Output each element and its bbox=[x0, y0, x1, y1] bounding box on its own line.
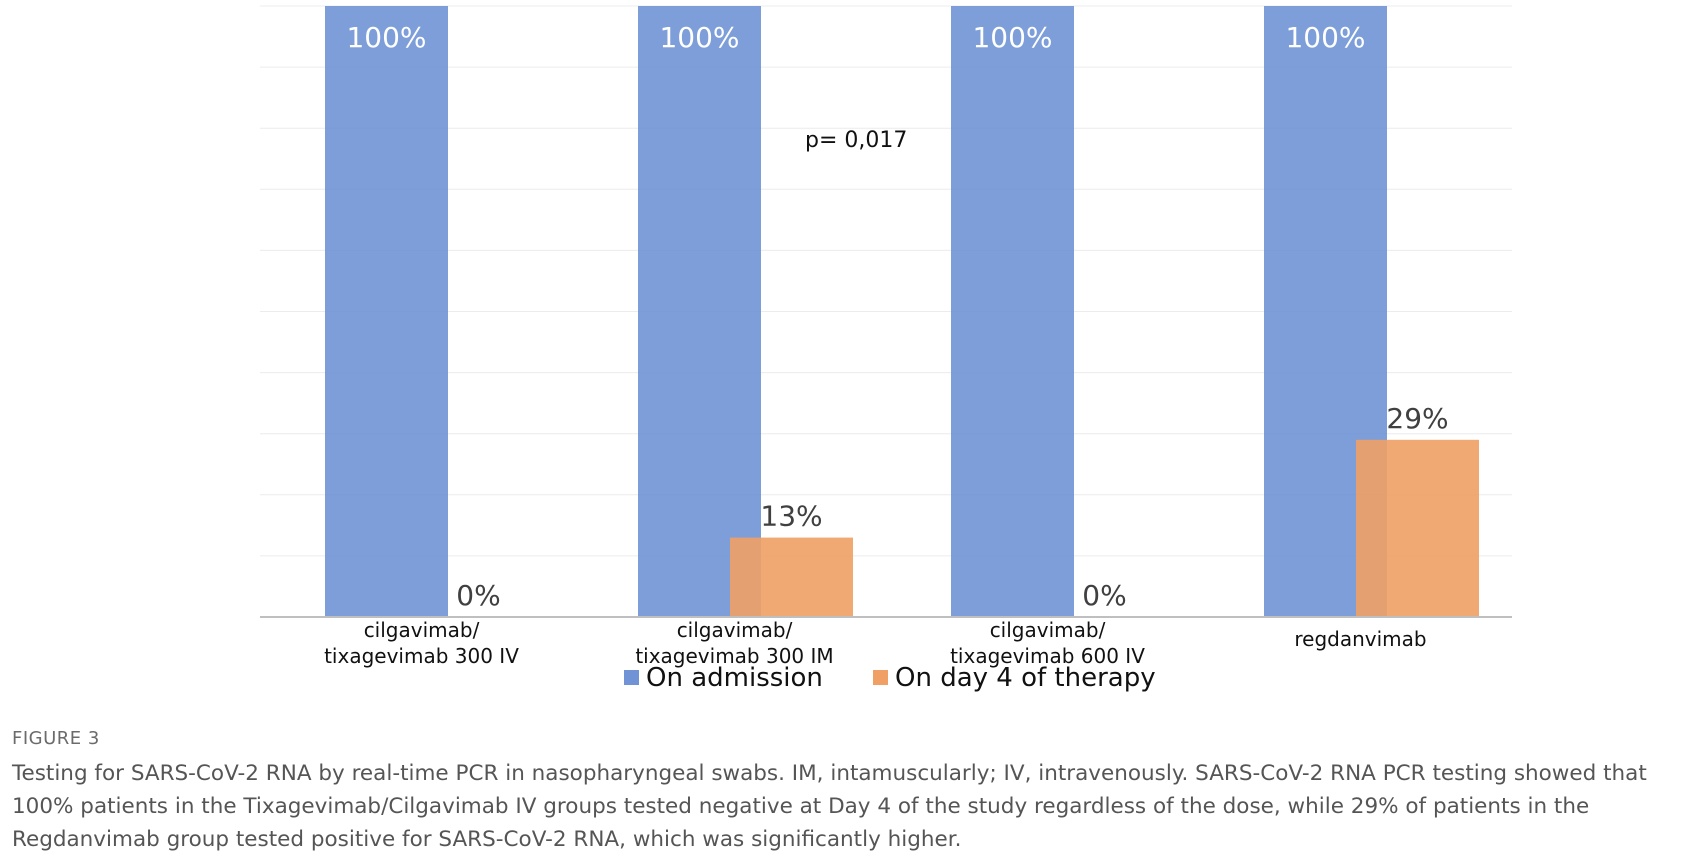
data-label: 0% bbox=[1082, 579, 1126, 612]
bar-on-admission bbox=[638, 6, 761, 617]
figure-label: FIGURE 3 bbox=[12, 728, 100, 749]
x-tick-label: cilgavimab/tixagevimab 300 IM bbox=[635, 618, 833, 668]
legend-label: On admission bbox=[646, 663, 823, 693]
figure-caption-text: Testing for SARS-CoV-2 RNA by real-time … bbox=[12, 761, 1647, 852]
x-tick-label: cilgavimab/tixagevimab 600 IV bbox=[950, 618, 1145, 668]
data-label: 29% bbox=[1386, 402, 1448, 435]
bar-day-4 bbox=[1356, 439, 1479, 617]
data-label: 100% bbox=[659, 21, 739, 54]
legend-swatch bbox=[624, 670, 639, 685]
data-label: 100% bbox=[346, 21, 426, 54]
data-label: 0% bbox=[456, 579, 500, 612]
legend-label: On day 4 of therapy bbox=[895, 663, 1156, 693]
bar-on-admission bbox=[325, 6, 448, 617]
bar-chart: 100% 100% 100% 100% 0% 13% 0% 29% cilgavimab/tix… bbox=[260, 5, 1512, 693]
data-label: 100% bbox=[972, 21, 1052, 54]
p-value-annotation: p= 0,017 bbox=[805, 128, 907, 153]
data-label: 13% bbox=[760, 500, 822, 533]
figure-caption: FIGURE 3 Testing for SARS-CoV-2 RNA by r… bbox=[12, 728, 1687, 856]
data-label: 100% bbox=[1285, 21, 1365, 54]
bar-day-4 bbox=[730, 537, 853, 617]
x-tick-label: cilgavimab/tixagevimab 300 IV bbox=[324, 618, 519, 668]
legend-swatch bbox=[873, 670, 888, 685]
x-tick-label: regdanvimab bbox=[1294, 627, 1426, 651]
bar-on-admission bbox=[951, 6, 1074, 617]
